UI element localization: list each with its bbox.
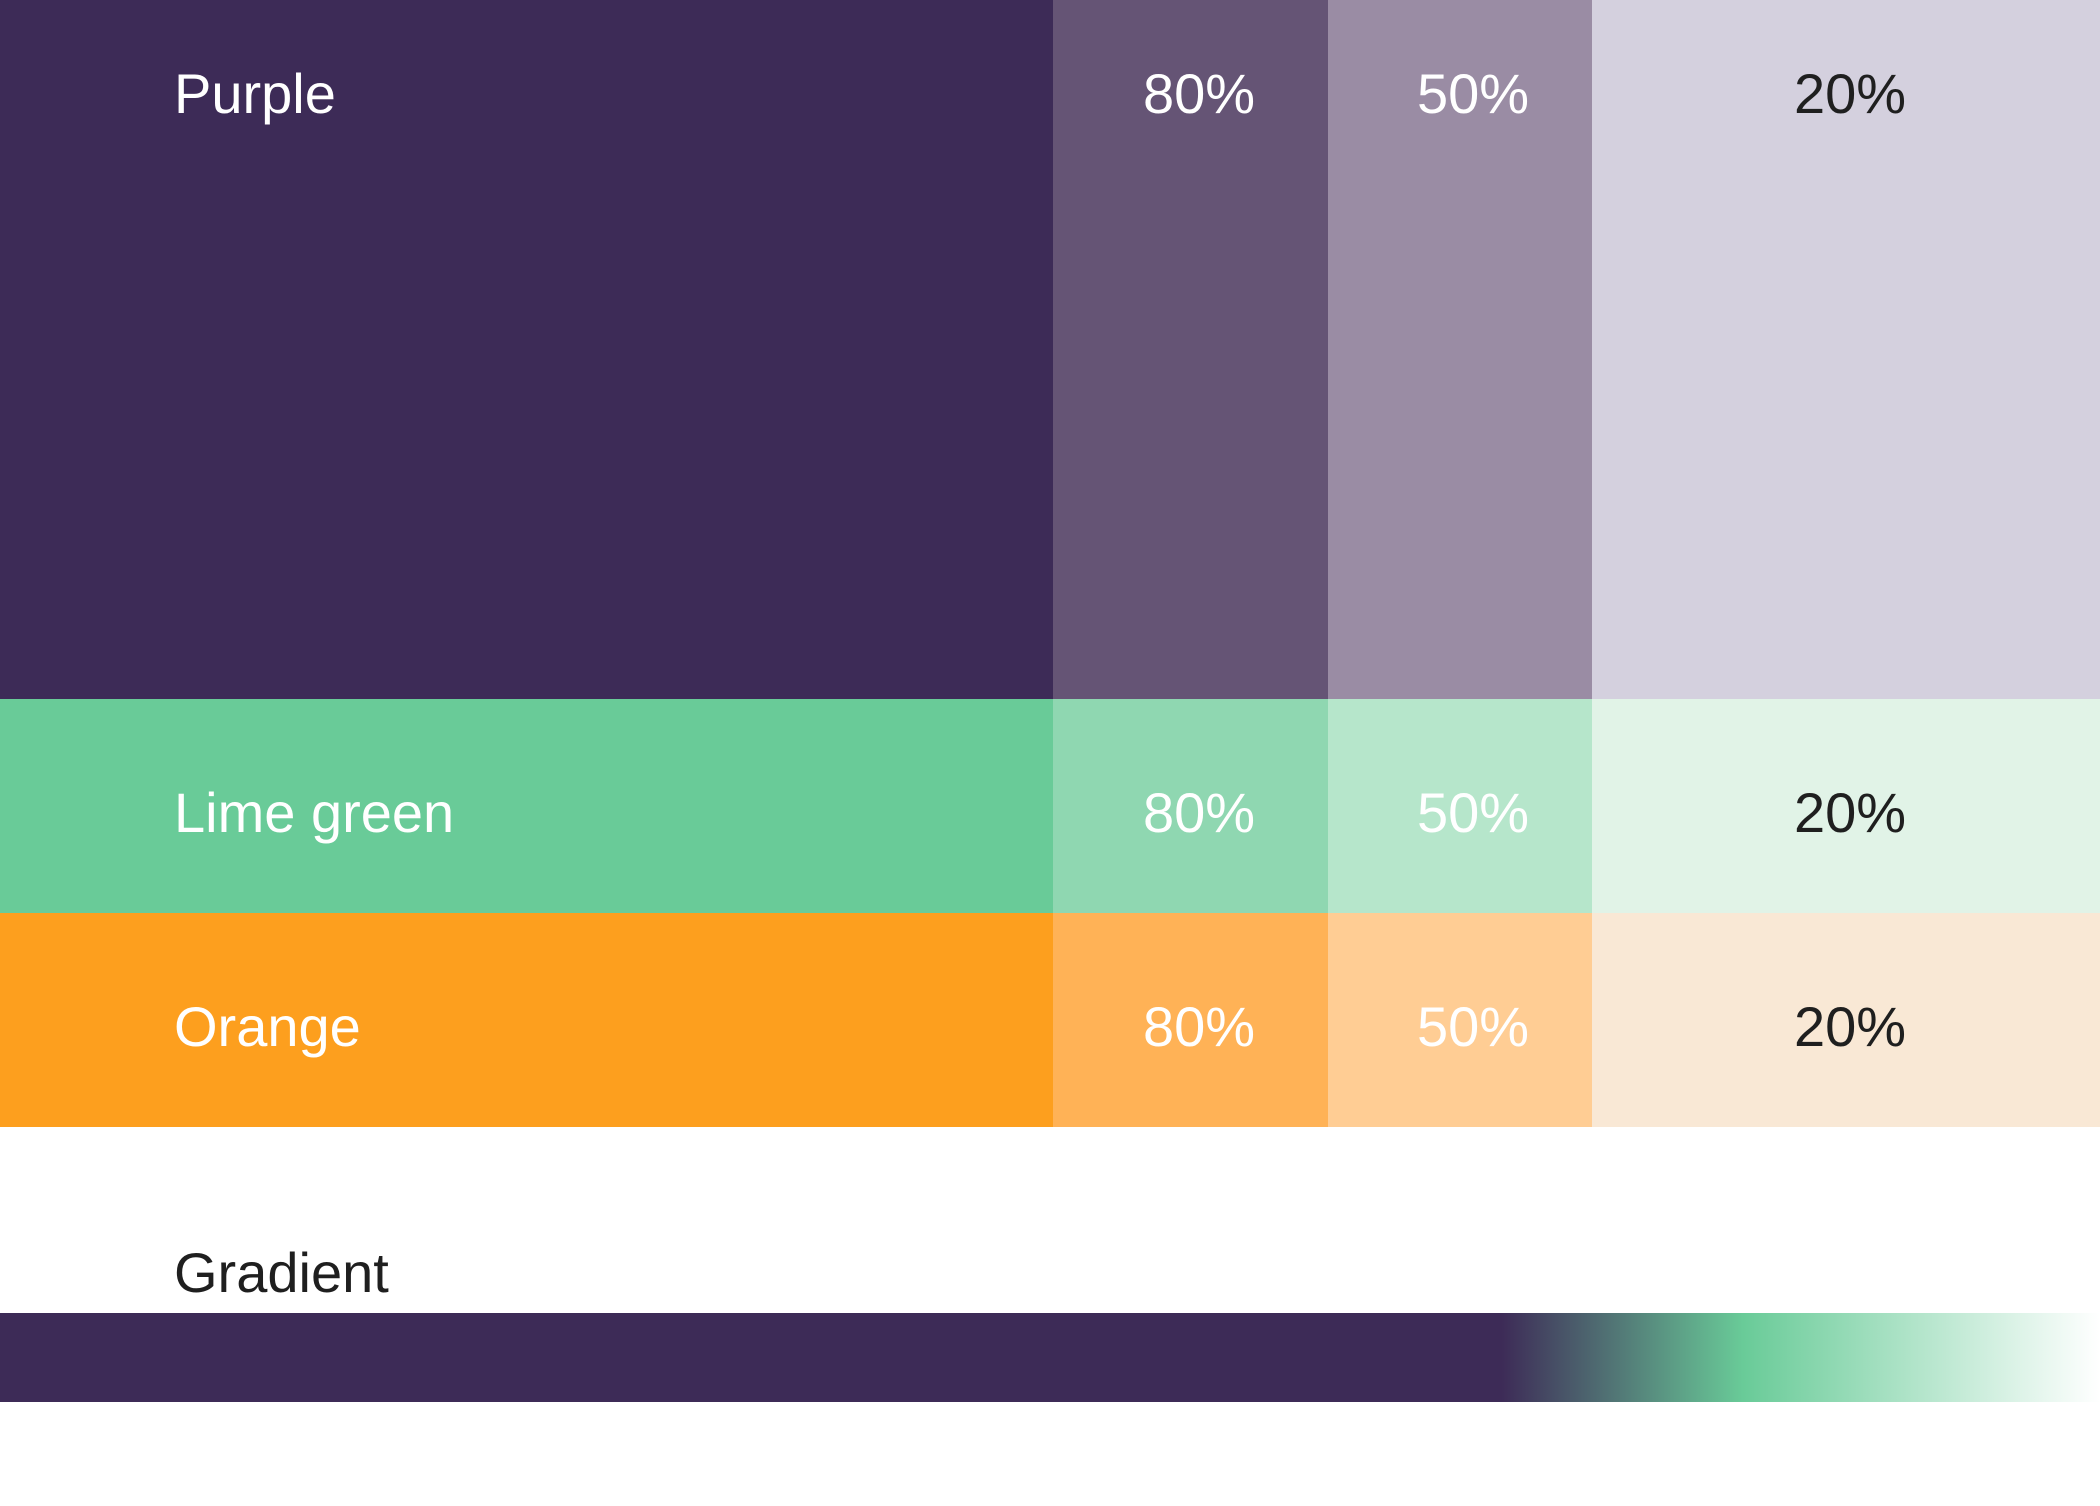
swatch-purple-base: Purple	[0, 0, 1053, 699]
tint-label: 50%	[1417, 781, 1530, 844]
tint-label: 80%	[1143, 781, 1256, 844]
swatch-orange-20: 20%	[1592, 913, 2100, 1127]
tint-label: 20%	[1794, 62, 1907, 125]
swatch-orange-base: Orange	[0, 913, 1053, 1127]
tint-label: 80%	[1143, 62, 1256, 125]
tint-label: 50%	[1417, 62, 1530, 125]
tint-label: 20%	[1794, 781, 1907, 844]
swatch-label: Purple	[174, 62, 336, 125]
swatch-orange-80: 80%	[1053, 913, 1328, 1127]
swatch-purple-80: 80%	[1053, 0, 1328, 699]
tint-label: 80%	[1143, 995, 1256, 1058]
swatch-purple-50: 50%	[1328, 0, 1592, 699]
swatch-lime-green-50: 50%	[1328, 699, 1592, 913]
color-palette: Purple 80% 50% 20% Lime green 80% 50% 20…	[0, 0, 2100, 1127]
tint-label: 50%	[1417, 995, 1530, 1058]
tint-label: 20%	[1794, 995, 1907, 1058]
palette-row-orange: Orange 80% 50% 20%	[0, 913, 2100, 1127]
swatch-lime-green-base: Lime green	[0, 699, 1053, 913]
palette-row-purple: Purple 80% 50% 20%	[0, 0, 2100, 699]
gradient-bar	[0, 1313, 2100, 1402]
palette-row-lime-green: Lime green 80% 50% 20%	[0, 699, 2100, 913]
swatch-orange-50: 50%	[1328, 913, 1592, 1127]
swatch-label: Lime green	[174, 781, 455, 844]
swatch-purple-20: 20%	[1592, 0, 2100, 699]
gradient-title: Gradient	[174, 1241, 389, 1304]
swatch-label: Orange	[174, 995, 361, 1058]
swatch-lime-green-20: 20%	[1592, 699, 2100, 913]
swatch-lime-green-80: 80%	[1053, 699, 1328, 913]
